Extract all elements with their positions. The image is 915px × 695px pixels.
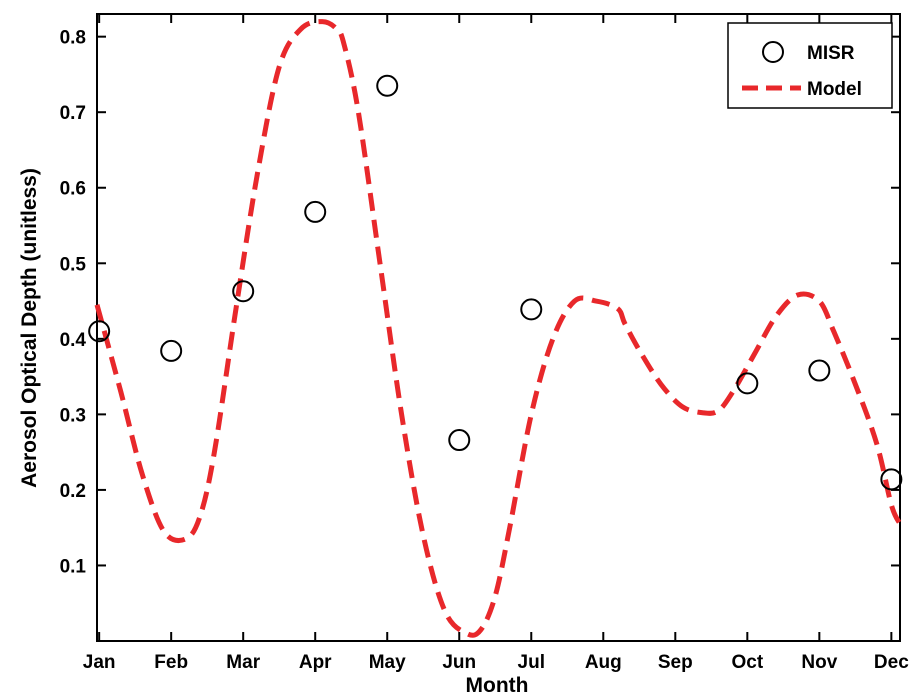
x-tick-label: Jul xyxy=(518,652,545,673)
y-tick-label: 0.3 xyxy=(60,405,86,426)
y-tick-label: 0.1 xyxy=(60,556,87,577)
misr-point xyxy=(736,372,759,395)
misr-point xyxy=(448,429,471,452)
legend-model-label: Model xyxy=(807,79,862,100)
y-tick-label: 0.6 xyxy=(60,179,86,200)
series-model-line xyxy=(94,19,903,638)
misr-point xyxy=(160,339,183,362)
y-axis-label: Aerosol Optical Depth (unitless) xyxy=(18,168,41,488)
x-tick-label: Oct xyxy=(731,652,763,673)
x-axis-label: Month xyxy=(466,674,529,695)
legend: MISR Model xyxy=(727,22,893,109)
y-tick-label: 0.4 xyxy=(60,330,87,351)
y-axis: 0.1 0.2 0.3 0.4 0.5 0.6 0.7 0.8 xyxy=(60,28,900,577)
misr-point xyxy=(808,359,831,382)
x-tick-label: May xyxy=(369,652,406,673)
misr-point xyxy=(88,320,111,343)
y-tick-label: 0.7 xyxy=(60,103,86,124)
legend-box xyxy=(727,22,893,109)
x-tick-label: Nov xyxy=(801,652,837,673)
x-tick-label: Dec xyxy=(874,652,909,673)
x-tick-label: Jan xyxy=(83,652,116,673)
x-tick-label: Sep xyxy=(658,652,693,673)
x-tick-label: Jun xyxy=(442,652,476,673)
y-tick-label: 0.5 xyxy=(60,254,87,275)
x-axis: Jan Feb Mar Apr May Jun Jul Aug Sep Oct Nov Dec xyxy=(83,14,909,673)
misr-point xyxy=(880,468,903,491)
misr-point xyxy=(520,298,543,321)
x-tick-label: Apr xyxy=(299,652,332,673)
legend-misr-marker xyxy=(762,41,784,63)
y-tick-label: 0.2 xyxy=(60,481,86,502)
y-tick-label: 0.8 xyxy=(60,28,86,49)
x-tick-label: Mar xyxy=(226,652,260,673)
x-tick-label: Feb xyxy=(154,652,188,673)
misr-point xyxy=(232,280,255,303)
x-tick-label: Aug xyxy=(585,652,622,673)
series-layer xyxy=(88,19,903,638)
misr-point xyxy=(376,74,399,97)
misr-point xyxy=(304,200,327,223)
legend-misr-label: MISR xyxy=(807,43,855,64)
